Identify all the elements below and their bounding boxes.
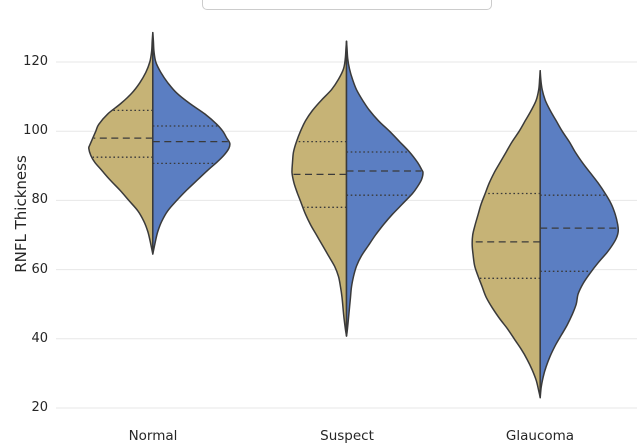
x-tick-label-glaucoma: Glaucoma [505, 428, 575, 444]
y-tick-label-40: 40 [31, 331, 48, 346]
y-tick-label-80: 80 [31, 192, 48, 207]
violin-suspect-right-half [345, 40, 424, 337]
violin-glaucoma-right-half [539, 69, 620, 399]
x-tick-label-suspect: Suspect [320, 428, 374, 444]
violin-suspect-left-half [291, 40, 348, 337]
legend-box [202, 0, 492, 10]
violin-normal-left-half [88, 31, 154, 255]
violin-glaucoma-left-half [471, 69, 541, 399]
x-tick-label-normal: Normal [128, 428, 178, 444]
y-tick-label-100: 100 [23, 123, 48, 138]
violin-normal-right-half [152, 31, 231, 255]
y-tick-label-60: 60 [31, 262, 48, 277]
y-axis-title: RNFL Thickness [12, 155, 30, 273]
y-tick-label-20: 20 [31, 400, 48, 415]
y-tick-label-120: 120 [23, 54, 48, 69]
